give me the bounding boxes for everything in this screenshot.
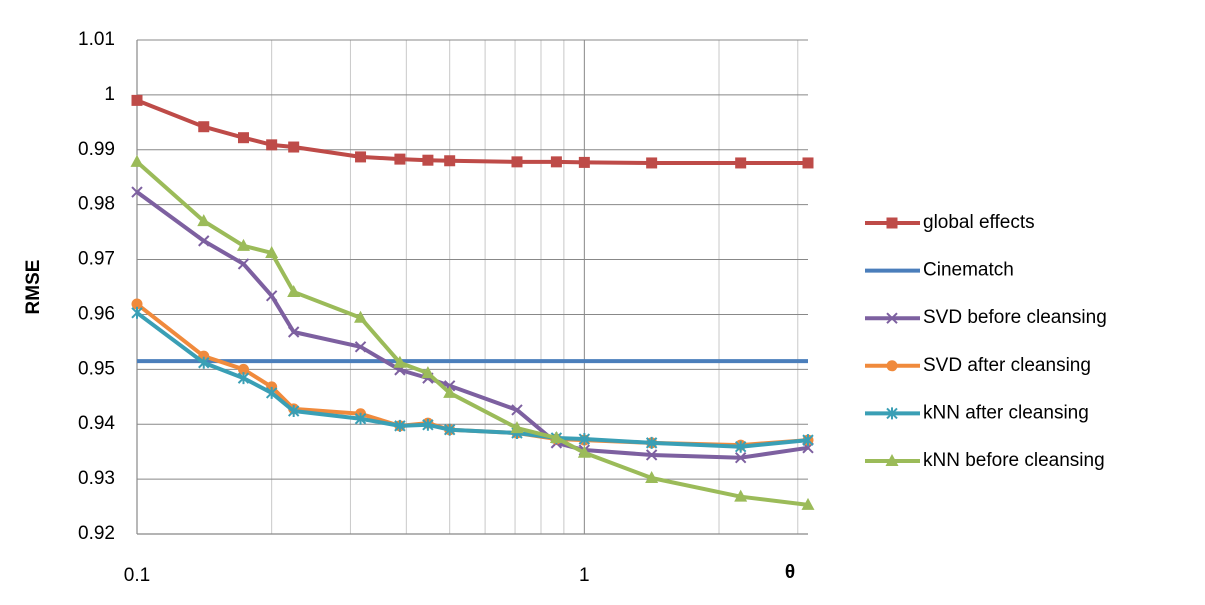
marker — [130, 154, 144, 167]
x-tick-label: 0.1 — [124, 565, 150, 586]
series-line — [135, 311, 809, 449]
marker — [198, 121, 210, 133]
legend-label: Cinematch — [923, 260, 1014, 281]
y-tick-label: 0.96 — [78, 303, 115, 324]
marker — [131, 306, 143, 319]
marker — [265, 290, 278, 302]
marker — [443, 423, 456, 436]
marker — [422, 418, 434, 431]
series — [130, 154, 815, 510]
y-tick-label: 1 — [104, 84, 115, 105]
marker — [511, 156, 523, 168]
marker — [510, 421, 524, 434]
marker — [237, 258, 250, 270]
series — [131, 94, 814, 169]
marker — [131, 298, 143, 310]
legend-marker — [885, 454, 899, 466]
marker — [422, 154, 434, 166]
y-tick-label: 0.92 — [78, 523, 115, 544]
legend-label: kNN after cleansing — [923, 402, 1089, 423]
marker — [645, 471, 659, 484]
legend-label: kNN before cleansing — [923, 450, 1105, 471]
marker — [802, 157, 814, 169]
marker — [354, 412, 367, 425]
marker — [287, 326, 300, 338]
marker — [237, 363, 249, 375]
legend-marker — [886, 217, 898, 229]
legend-marker — [886, 312, 898, 324]
marker — [645, 436, 658, 449]
x-tick-label: 1 — [579, 565, 590, 586]
marker — [287, 284, 301, 297]
x-axis-title: θ — [785, 562, 795, 583]
series-line — [135, 190, 809, 460]
marker — [131, 94, 143, 106]
marker — [354, 341, 367, 353]
legend-marker — [886, 407, 898, 420]
y-axis-title: RMSE — [23, 260, 44, 315]
series — [131, 186, 814, 464]
marker — [444, 155, 456, 167]
marker — [550, 156, 562, 168]
series — [131, 306, 814, 453]
marker — [577, 445, 591, 458]
legend-marker — [886, 360, 898, 372]
marker — [355, 151, 367, 163]
marker — [393, 355, 407, 368]
marker — [421, 366, 435, 379]
marker — [236, 238, 250, 251]
series-line — [136, 98, 808, 165]
marker — [266, 139, 278, 151]
marker — [645, 449, 658, 461]
marker — [198, 356, 210, 369]
marker — [265, 245, 279, 258]
y-tick-label: 0.99 — [78, 139, 115, 160]
marker — [735, 157, 747, 169]
y-tick-label: 0.95 — [78, 358, 115, 379]
marker — [394, 153, 406, 165]
marker — [646, 157, 658, 169]
marker — [549, 430, 563, 443]
marker — [578, 433, 591, 446]
marker — [734, 440, 747, 453]
marker — [265, 386, 278, 399]
marker — [354, 310, 368, 323]
y-tick-label: 0.98 — [78, 194, 115, 215]
marker — [287, 405, 300, 418]
series-line — [135, 160, 809, 507]
marker — [578, 156, 590, 168]
marker — [734, 489, 748, 502]
marker — [237, 372, 250, 385]
legend-label: SVD after cleansing — [923, 355, 1091, 376]
marker — [802, 434, 814, 447]
marker — [131, 186, 143, 198]
marker — [394, 419, 406, 432]
marker — [443, 385, 457, 398]
marker — [198, 235, 210, 247]
legend-label: SVD before cleansing — [923, 307, 1107, 328]
marker — [237, 132, 249, 144]
marker — [197, 214, 211, 227]
y-tick-label: 1.01 — [78, 29, 115, 50]
y-tick-label: 0.93 — [78, 468, 115, 489]
marker — [511, 404, 523, 416]
y-tick-label: 0.97 — [78, 249, 115, 270]
marker — [801, 497, 815, 510]
marker — [734, 451, 747, 464]
marker — [288, 141, 300, 153]
y-tick-label: 0.94 — [78, 413, 115, 434]
legend-label: global effects — [923, 212, 1035, 233]
